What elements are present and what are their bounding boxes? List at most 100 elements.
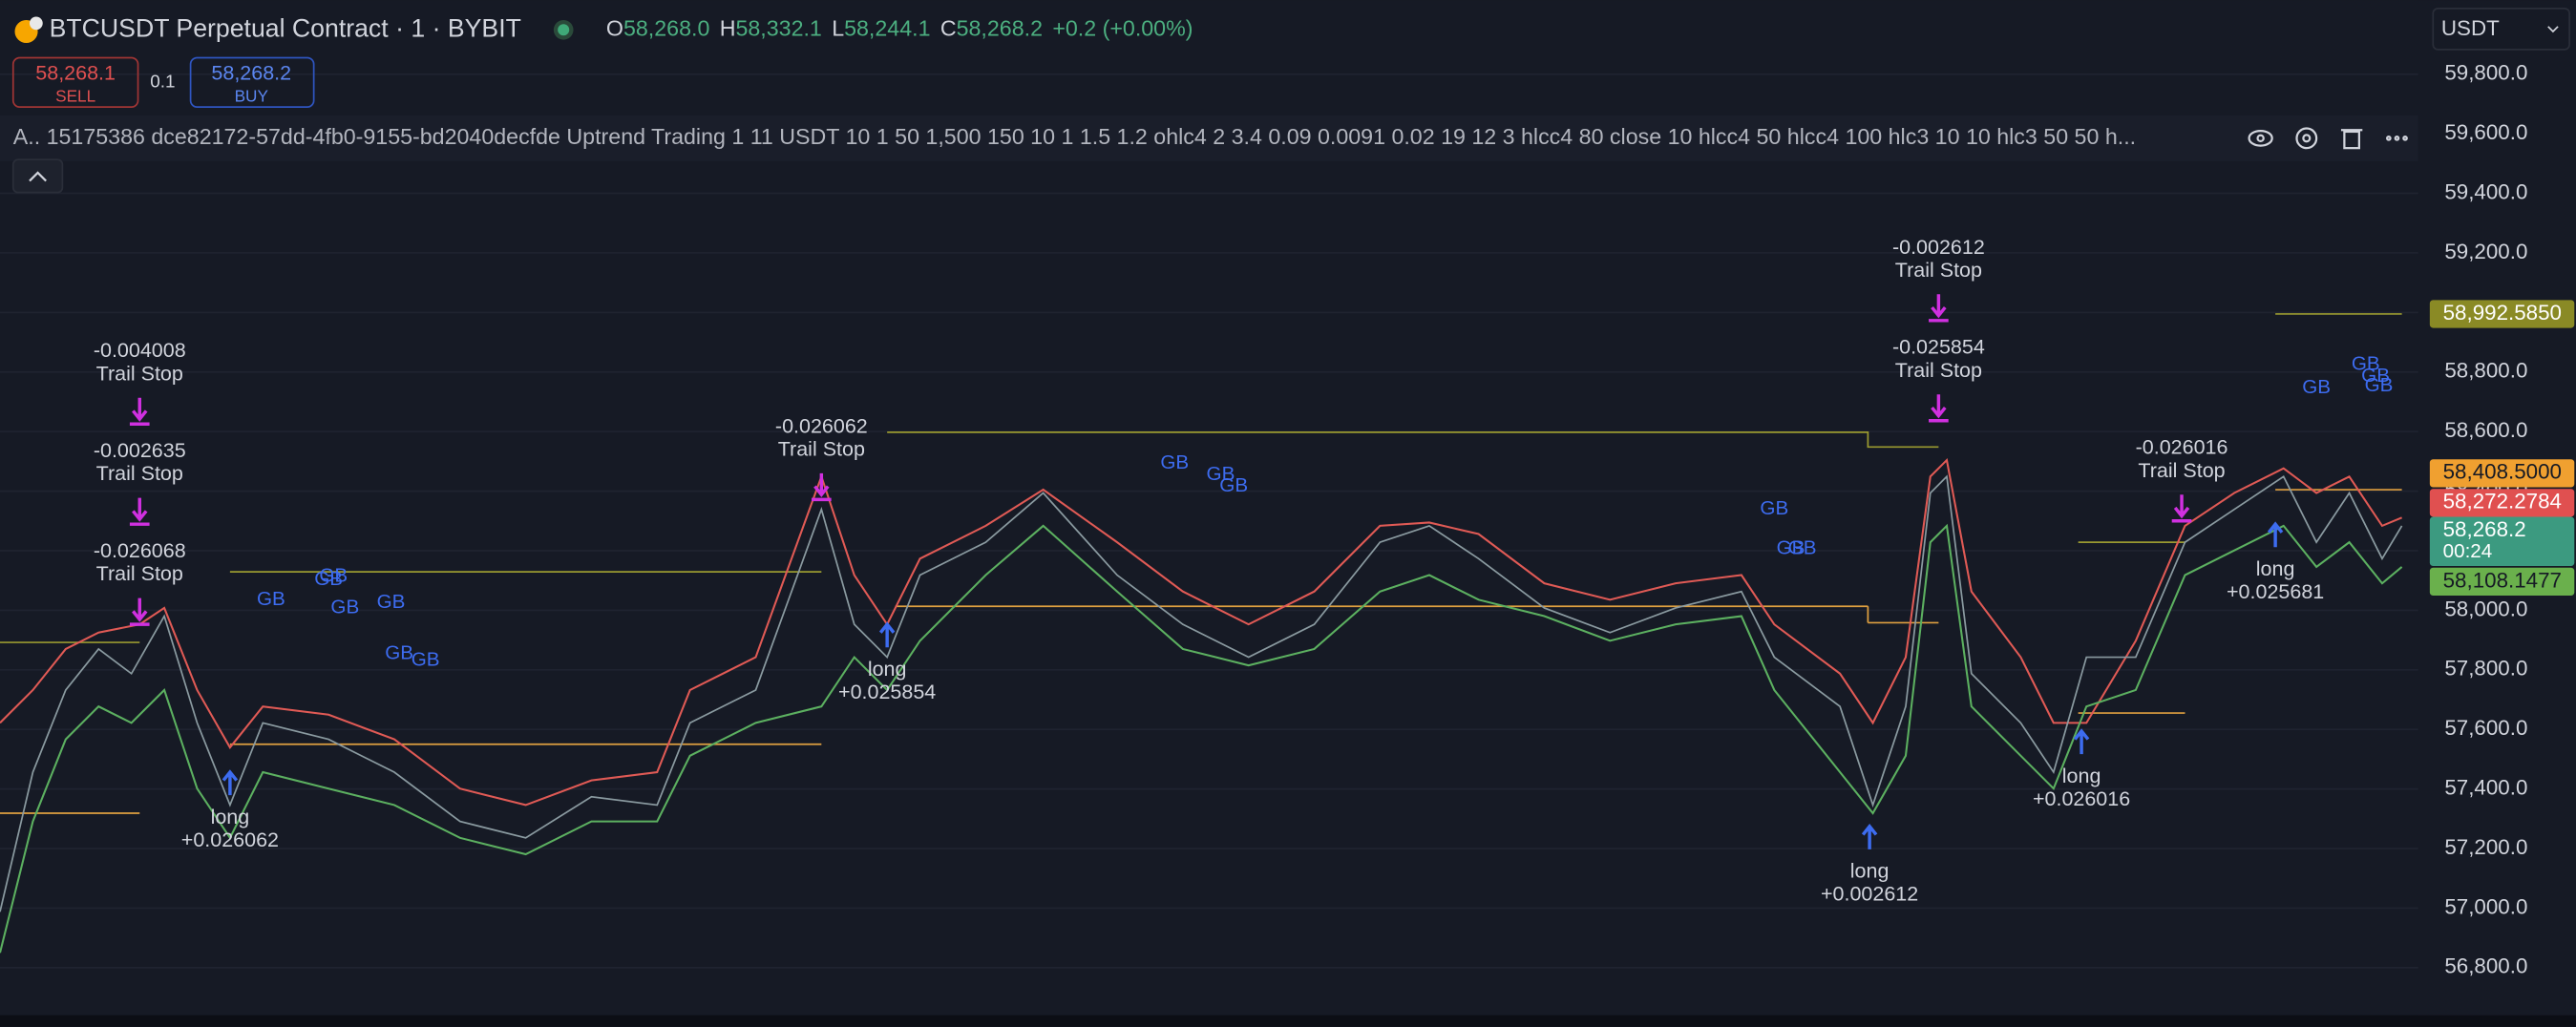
exit-arrow xyxy=(129,397,150,426)
exit-arrow xyxy=(2171,494,2192,523)
indicator-legend[interactable]: A.. 15175386 dce82172-57dd-4fb0-9155-bd2… xyxy=(13,124,2136,149)
annotation-label: Trail Stop xyxy=(2138,459,2225,482)
ohlc-value: 58,244.1 xyxy=(844,15,930,40)
gb-label: GB xyxy=(412,648,440,670)
eye-icon[interactable] xyxy=(2256,134,2265,143)
annotation-value: -0.002612 xyxy=(1892,236,1985,259)
buy-label[interactable]: BUY xyxy=(235,86,269,105)
annotation-label: +0.025681 xyxy=(2227,580,2324,603)
exit-arrow xyxy=(1929,394,1949,423)
gb-label: GB xyxy=(1219,474,1248,496)
price-tag-text: 58,408.5000 xyxy=(2443,460,2562,484)
axis-label: 59,600.0 xyxy=(2444,120,2527,144)
gb-label: GB xyxy=(2365,374,2394,396)
axis-label: 57,800.0 xyxy=(2444,657,2527,681)
gb-label: GB xyxy=(385,642,413,664)
annotation-label: +0.025854 xyxy=(838,681,936,703)
entry-arrow xyxy=(222,769,239,796)
entry-arrow xyxy=(1861,824,1878,849)
annotation-value: -0.025854 xyxy=(1892,336,1985,359)
annotation-value: long xyxy=(2256,557,2295,580)
exit-arrow xyxy=(129,597,150,626)
sell-button[interactable] xyxy=(11,56,139,108)
collapse-button[interactable] xyxy=(11,158,64,194)
level-line xyxy=(887,430,1939,449)
gb-label: GB xyxy=(1788,536,1817,558)
more-icon[interactable] xyxy=(2386,135,2392,141)
axis-label: 58,600.0 xyxy=(2444,418,2527,442)
price-tag-time: 00:24 xyxy=(2443,540,2493,562)
axis-label: 58,000.0 xyxy=(2444,597,2527,620)
axis-label: 57,600.0 xyxy=(2444,716,2527,740)
settings-icon[interactable] xyxy=(2302,134,2312,143)
annotation-label: Trail Stop xyxy=(778,437,865,460)
annotation-value: long xyxy=(1850,860,1890,883)
ohlc-value: 58,332.1 xyxy=(735,15,821,40)
axis-label: 56,800.0 xyxy=(2444,954,2527,978)
annotation-label: +0.026016 xyxy=(2033,787,2130,810)
entry-arrow xyxy=(878,621,896,648)
market-status xyxy=(558,24,570,36)
more-icon[interactable] xyxy=(2402,135,2408,141)
gb-label: GB xyxy=(2302,376,2331,398)
annotation-label: Trail Stop xyxy=(1895,259,1982,282)
currency[interactable]: USDT xyxy=(2441,16,2500,40)
gb-label: GB xyxy=(1777,536,1805,558)
price-tag xyxy=(2429,516,2575,567)
annotation-label: Trail Stop xyxy=(96,362,183,385)
gb-label: GB xyxy=(1760,497,1788,519)
axis-label: 57,000.0 xyxy=(2444,894,2527,918)
gb-label: GB xyxy=(2352,353,2380,375)
collapse-icon[interactable] xyxy=(29,171,47,182)
entry-arrow xyxy=(2073,728,2090,755)
annotation-label: +0.002612 xyxy=(1821,883,1918,906)
ohlc-value: 58,268.0 xyxy=(623,15,709,40)
annotation-value: -0.026068 xyxy=(94,539,186,562)
levels xyxy=(0,313,2402,814)
sell-label[interactable]: SELL xyxy=(55,86,95,105)
price-tag xyxy=(2429,567,2575,597)
settings-icon[interactable] xyxy=(2295,127,2318,150)
annotation-value: long xyxy=(868,658,907,681)
gb-label: GB xyxy=(1160,451,1189,473)
quantity[interactable]: 0.1 xyxy=(150,72,175,92)
axis-label: 59,400.0 xyxy=(2444,179,2527,203)
annotation-label: Trail Stop xyxy=(96,462,183,485)
currency-caret[interactable] xyxy=(2547,26,2559,33)
annotation-value: -0.026062 xyxy=(775,414,868,437)
gb-label: GB xyxy=(377,591,406,613)
price-tag-text: 58,108.1477 xyxy=(2443,568,2562,592)
indicator-bar xyxy=(0,115,2418,161)
bottom-strip xyxy=(0,1015,2576,1027)
buy-button[interactable] xyxy=(189,56,315,108)
price-tag-text: 58,992.5850 xyxy=(2443,301,2562,325)
more-icon[interactable] xyxy=(2394,135,2400,141)
currency-select[interactable] xyxy=(2432,8,2570,51)
grid xyxy=(0,73,2418,969)
axis-label: 59,800.0 xyxy=(2444,61,2527,85)
ohlc-key: O xyxy=(606,15,623,40)
exit-arrow xyxy=(129,497,150,526)
ohlc-key: H xyxy=(720,15,736,40)
symbol-title: BTCUSDT Perpetual Contract · 1 · BYBIT xyxy=(50,13,521,42)
buy-price[interactable]: 58,268.2 xyxy=(211,61,291,84)
gb-label: GB xyxy=(1207,463,1235,485)
eye-icon[interactable] xyxy=(2248,129,2273,147)
axis-label: 59,200.0 xyxy=(2444,240,2527,263)
symbol-icon xyxy=(29,16,43,31)
gb-label: GB xyxy=(330,596,359,618)
price-tag xyxy=(2429,459,2575,488)
axis-label: 57,400.0 xyxy=(2444,776,2527,800)
axis-label: 58,800.0 xyxy=(2444,359,2527,383)
delete-icon[interactable] xyxy=(2343,130,2360,150)
exit-arrow xyxy=(1929,294,1949,323)
gb-label: GB xyxy=(314,568,343,590)
price-tag xyxy=(2429,300,2575,328)
sell-price[interactable]: 58,268.1 xyxy=(35,61,116,84)
ohlc-key: C xyxy=(940,15,957,40)
indicator-icons xyxy=(2248,127,2408,150)
trail-green xyxy=(0,523,2403,954)
